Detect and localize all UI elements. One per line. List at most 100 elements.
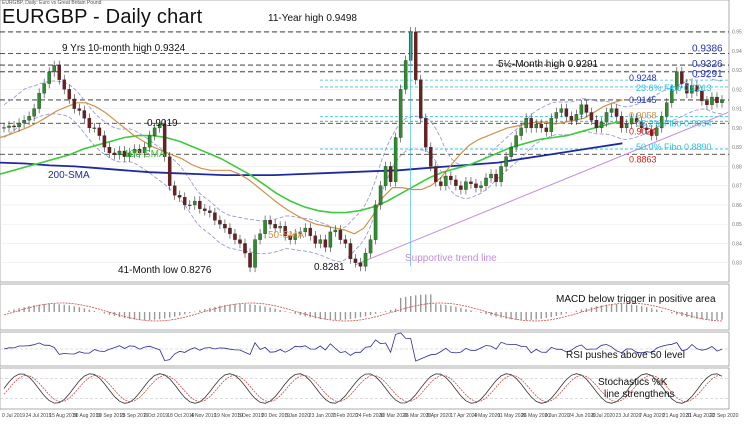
candle-body bbox=[243, 243, 247, 254]
candle-body bbox=[644, 127, 649, 130]
annotation-5-month-high: 5½-Month high 0.9291 bbox=[498, 59, 599, 70]
candle-body bbox=[42, 83, 46, 94]
candle-body bbox=[203, 208, 207, 211]
candle-body bbox=[238, 239, 242, 244]
candle-body bbox=[685, 83, 689, 94]
candle-body bbox=[253, 239, 257, 268]
candle-body bbox=[77, 108, 82, 111]
candle-body bbox=[459, 185, 463, 190]
candle-body bbox=[188, 204, 192, 206]
price-tick-label: 0.84 bbox=[732, 241, 742, 247]
level-label-09024: 0.9024 bbox=[629, 126, 657, 136]
candle-body bbox=[665, 102, 669, 117]
candle-body bbox=[539, 123, 543, 129]
candle-body bbox=[418, 79, 423, 119]
candle-body bbox=[117, 150, 122, 156]
candle-body bbox=[223, 224, 227, 229]
candle-body bbox=[549, 118, 554, 132]
candle-body bbox=[7, 125, 11, 128]
x-tick-label: 21 Aug 2020 bbox=[663, 413, 691, 419]
candle-body bbox=[102, 135, 107, 148]
x-tick-label: 30 Aug 2019 bbox=[73, 413, 101, 419]
candle-body bbox=[574, 114, 579, 121]
candle-body bbox=[454, 179, 458, 186]
annotation-41-month-low: 41-Month low 0.8276 bbox=[118, 265, 212, 276]
price-tick-label: 0.94 bbox=[732, 49, 742, 55]
candle-body bbox=[504, 156, 508, 167]
price-tick-label: 0.85 bbox=[732, 222, 742, 228]
candle-body bbox=[12, 125, 16, 128]
candle-body bbox=[439, 181, 443, 186]
candle-body bbox=[534, 123, 538, 129]
fibo-label-382: 38.2% Fibo 0.9034 bbox=[636, 118, 712, 128]
candle-body bbox=[167, 156, 172, 186]
candle-body bbox=[268, 220, 272, 225]
candle-body bbox=[263, 220, 267, 234]
candle-body bbox=[112, 152, 117, 156]
level-label-08863: 0.8863 bbox=[629, 154, 657, 164]
candle-body bbox=[62, 79, 67, 90]
candle-body bbox=[594, 120, 599, 129]
candle-body bbox=[710, 96, 714, 105]
candle-body bbox=[509, 146, 513, 157]
candle-body bbox=[358, 262, 363, 267]
candle-body bbox=[589, 112, 594, 121]
x-tick-label: 26 May 2020 bbox=[521, 413, 550, 419]
candle-body bbox=[434, 166, 438, 182]
candle-body bbox=[22, 120, 26, 124]
candle-body bbox=[248, 252, 252, 268]
candle-body bbox=[52, 65, 56, 73]
macd-panel bbox=[0, 283, 730, 331]
macd-label: MACD below trigger in positive area bbox=[556, 294, 716, 305]
candle-body bbox=[629, 118, 634, 125]
x-tick-label: 17 Apr 2020 bbox=[450, 413, 477, 419]
x-tick-label: 0 Jul 2019 bbox=[2, 413, 25, 419]
candle-body bbox=[353, 258, 358, 263]
candle-body bbox=[429, 146, 433, 167]
annotation-200-sma: 200-SMA bbox=[48, 170, 90, 181]
candle-body bbox=[398, 89, 403, 138]
ticker-caption: EURGBP, Daily: Euro vs Great Britain Pou… bbox=[2, 0, 102, 6]
candle-body bbox=[519, 127, 523, 136]
x-tick-label: 24 Jun 2020 bbox=[568, 413, 596, 419]
fibo-label-236: 23.6% Fibo 0.9213 bbox=[636, 83, 712, 93]
candle-body bbox=[484, 177, 488, 186]
candle-body bbox=[283, 225, 287, 236]
candle-body bbox=[333, 229, 338, 233]
stoch-k-line bbox=[3, 373, 723, 404]
level-label-09326: 0.9326 bbox=[692, 59, 723, 70]
x-tick-label: 9 Jun 2020 bbox=[545, 413, 570, 419]
candle-body bbox=[132, 148, 137, 154]
x-tick-label: 23 Jul 2020 bbox=[616, 413, 642, 419]
candle-body bbox=[680, 71, 684, 84]
candle-body bbox=[57, 65, 61, 80]
candle-body bbox=[338, 229, 343, 240]
candle-body bbox=[424, 118, 428, 148]
candle-body bbox=[670, 89, 674, 103]
annotation-50-sma: 50-SMA bbox=[268, 230, 304, 241]
candle-body bbox=[208, 210, 212, 213]
chart-title: EURGBP - Daily chart bbox=[2, 6, 203, 28]
candle-body bbox=[388, 166, 393, 182]
candle-body bbox=[92, 127, 97, 129]
candle-body bbox=[554, 112, 559, 119]
candle-body bbox=[383, 166, 388, 186]
candle-body bbox=[705, 100, 709, 105]
candle-body bbox=[529, 118, 533, 129]
candle-body bbox=[584, 104, 589, 113]
candle-body bbox=[313, 235, 318, 244]
annotation-100-sma: 100-SMA bbox=[124, 149, 166, 160]
candle-body bbox=[142, 146, 147, 154]
candle-body bbox=[474, 183, 478, 188]
candle-body bbox=[479, 185, 483, 188]
candle-body bbox=[614, 108, 619, 117]
x-tick-label: 11 May 2020 bbox=[498, 413, 527, 419]
candle-body bbox=[107, 146, 112, 154]
candle-body bbox=[87, 118, 92, 129]
candle-body bbox=[624, 123, 629, 129]
candle-body bbox=[323, 239, 328, 248]
candle-body bbox=[37, 93, 41, 109]
x-tick-label: 4 May 2020 bbox=[474, 413, 500, 419]
candle-body bbox=[137, 148, 142, 154]
